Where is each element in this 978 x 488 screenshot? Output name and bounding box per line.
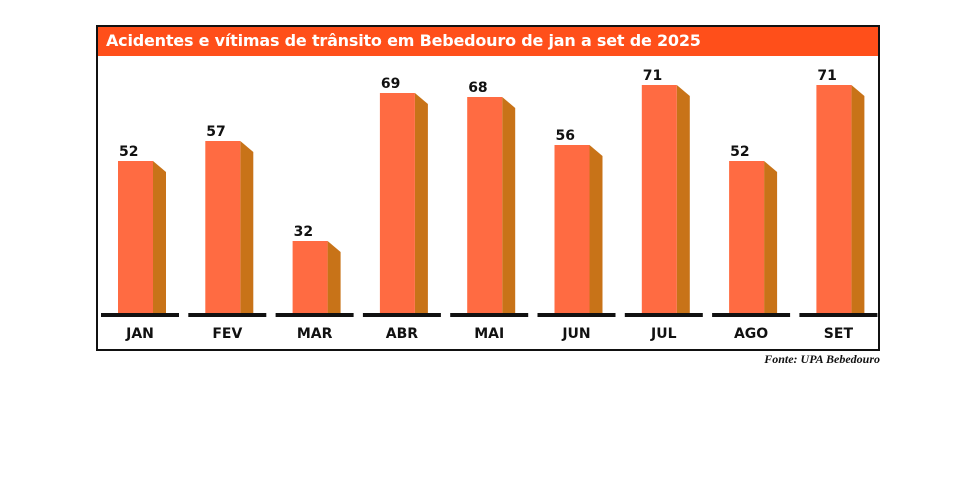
bar-side-ago: [764, 161, 778, 313]
bar-fev: [205, 141, 241, 313]
baseline-segment: [362, 313, 441, 317]
bar-side-jul: [676, 85, 690, 313]
data-label: 32: [294, 224, 313, 240]
x-tick-label: AGO: [734, 326, 768, 342]
baseline-segment: [624, 313, 703, 317]
baseline-segment: [450, 313, 529, 317]
bar-jul: [641, 85, 677, 313]
data-label: 69: [381, 76, 400, 92]
baseline-segment: [799, 313, 878, 317]
x-tick-label: FEV: [212, 326, 242, 342]
chart-title: Acidentes e vítimas de trânsito em Bebed…: [106, 31, 701, 50]
bar-jun: [554, 145, 590, 313]
bar-side-set: [851, 85, 865, 313]
baseline-segment: [188, 313, 267, 317]
baseline-segment: [101, 313, 179, 317]
bar-mar: [292, 241, 328, 313]
data-label: 68: [468, 80, 487, 96]
x-tick-label: MAI: [474, 326, 504, 342]
bar-abr: [379, 93, 415, 313]
bar-side-jan: [153, 161, 166, 313]
data-label: 52: [119, 144, 138, 160]
bar-set: [816, 85, 852, 313]
x-tick-label: SET: [824, 326, 854, 342]
bar-mai: [467, 97, 503, 313]
source-note: Fonte: UPA Bebedouro: [764, 352, 880, 366]
title-bar: Acidentes e vítimas de trânsito em Bebed…: [98, 27, 878, 56]
x-tick-label: MAR: [297, 326, 333, 342]
bar-side-abr: [414, 93, 428, 313]
bar-side-fev: [240, 141, 254, 313]
bar-ago: [729, 161, 765, 313]
data-label: 52: [730, 144, 749, 160]
baseline-segment: [275, 313, 354, 317]
x-tick-label: JAN: [125, 326, 154, 342]
data-label: 57: [206, 124, 225, 140]
baseline-segment: [537, 313, 616, 317]
x-tick-label: JUL: [650, 326, 677, 342]
data-label: 56: [556, 128, 575, 144]
bar-side-mar: [327, 241, 341, 313]
data-label: 71: [817, 68, 836, 84]
data-label: 71: [643, 68, 662, 84]
x-tick-label: JUN: [561, 326, 590, 342]
bar-jan: [118, 161, 153, 313]
baseline-segment: [712, 313, 791, 317]
x-tick-label: ABR: [386, 326, 419, 342]
bar-side-jun: [589, 145, 603, 313]
bar-side-mai: [502, 97, 516, 313]
